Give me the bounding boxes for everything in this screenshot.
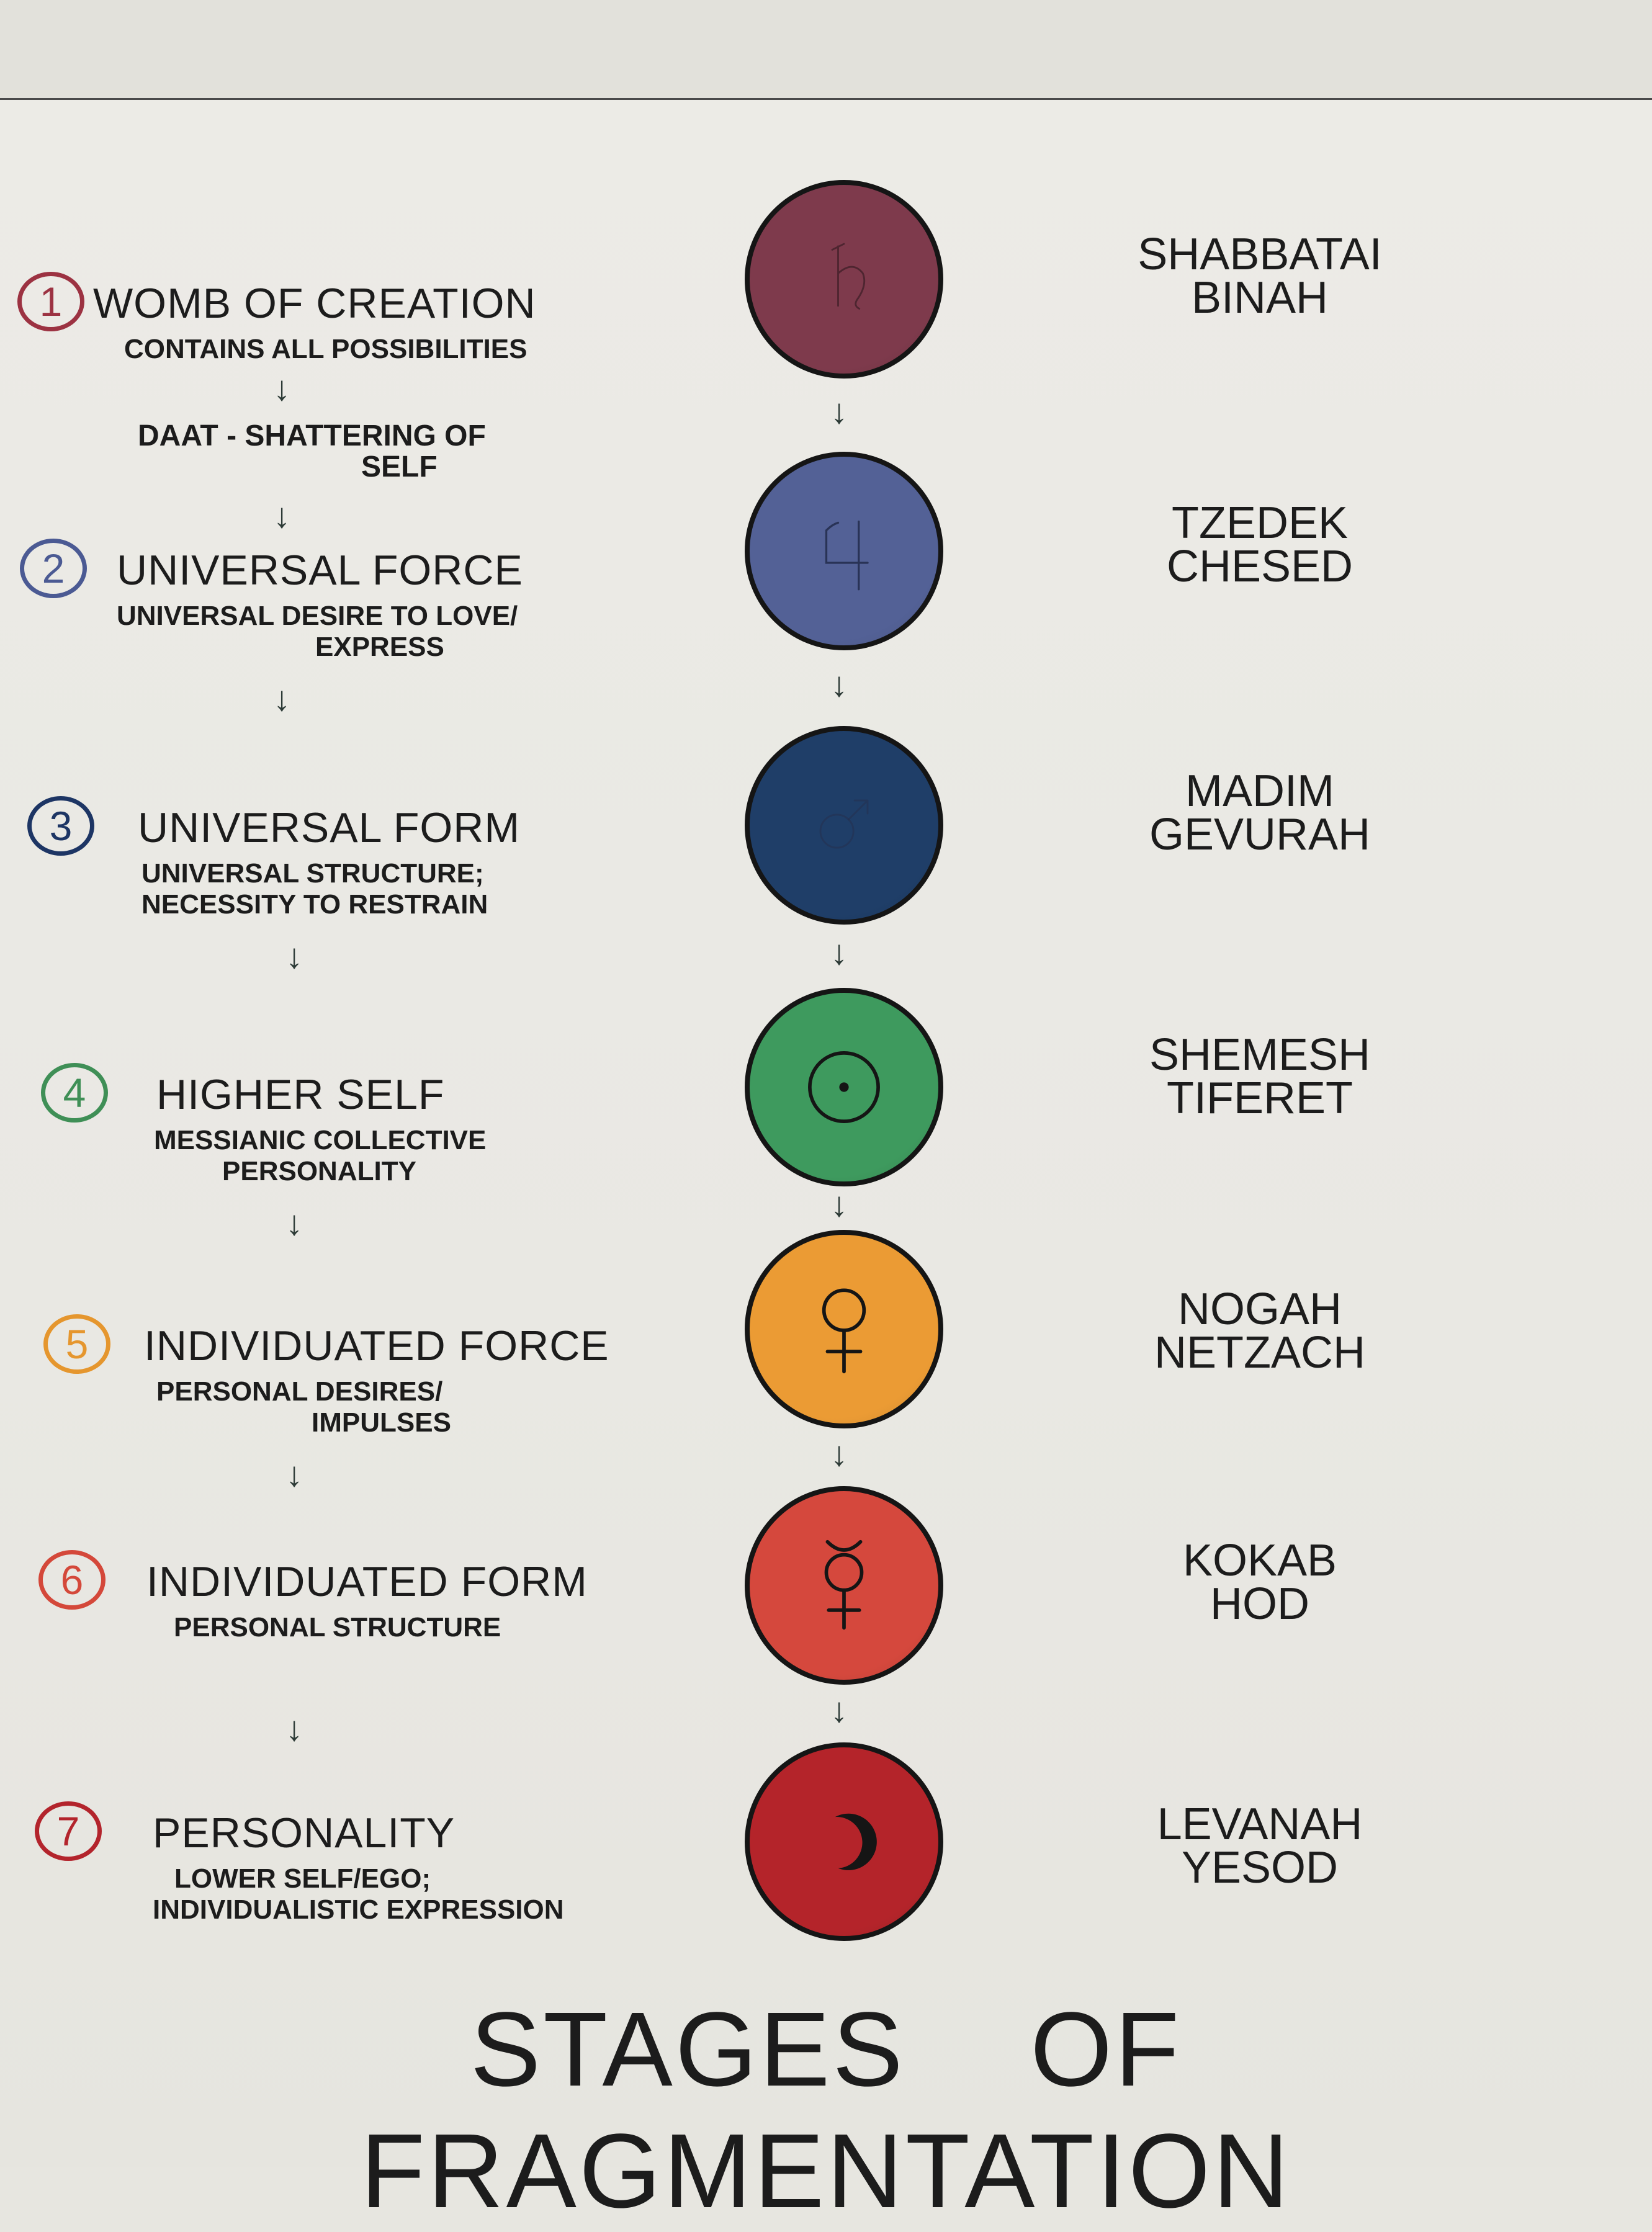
stage-description-line: PERSONAL DESIRES/: [156, 1376, 443, 1407]
planet-sephira-names: LEVANAH YESOD: [1123, 1799, 1396, 1893]
stage-description: MESSIANIC COLLECTIVE PERSONALITY: [154, 1125, 486, 1187]
saturn-icon: [831, 243, 866, 310]
stage-title: INDIVIDUATED FORCE: [144, 1322, 609, 1369]
flow-arrow-icon: ↓: [273, 369, 290, 408]
stage-number-badge: 6: [38, 1550, 105, 1610]
daat-note-line: SELF: [361, 450, 438, 483]
stage-number-badge: 7: [35, 1801, 102, 1861]
flow-arrow-icon: ↓: [830, 933, 848, 972]
sephira-sphere: [745, 1230, 943, 1428]
flow-arrow-icon: ↓: [830, 1433, 848, 1473]
stage-number-badge: 4: [41, 1063, 108, 1123]
flow-arrow-icon: ↓: [285, 1203, 303, 1242]
sephira-name: BINAH: [1191, 273, 1329, 323]
sephira-sphere: [745, 726, 943, 925]
mars-icon: [819, 799, 869, 849]
mercury-icon: [824, 1540, 864, 1630]
stage-description-line: CONTAINS ALL POSSIBILITIES: [124, 334, 527, 364]
flow-arrow-icon: ↓: [830, 665, 848, 704]
sephira-name: CHESED: [1166, 542, 1353, 591]
planet-name: SHEMESH: [1149, 1030, 1371, 1080]
stage-description: UNIVERSAL STRUCTURE; NECESSITY TO RESTRAI…: [141, 858, 488, 920]
sephira-sphere: [745, 180, 943, 379]
stage-description-line: UNIVERSAL STRUCTURE;: [141, 858, 484, 889]
stage-number-badge: 2: [20, 539, 87, 598]
stage-description: LOWER SELF/EGO; INDIVIDUALISTIC EXPRESSIO…: [153, 1863, 564, 1925]
stage-description-line: MESSIANIC COLLECTIVE: [154, 1125, 487, 1155]
sephira-name: GEVURAH: [1149, 810, 1371, 859]
flow-arrow-icon: ↓: [285, 936, 303, 975]
stage-title: INDIVIDUATED FORM: [146, 1558, 588, 1605]
sephira-name: NETZACH: [1154, 1328, 1365, 1378]
stage-title: WOMB OF CREATION: [93, 280, 536, 327]
stage-title: UNIVERSAL FORM: [138, 804, 521, 851]
stage-description-line: PERSONAL STRUCTURE: [174, 1612, 501, 1643]
sephira-name: TIFERET: [1167, 1073, 1353, 1123]
planet-name: LEVANAH: [1157, 1799, 1363, 1849]
flow-arrow-icon: ↓: [285, 1454, 303, 1494]
stage-number-badge: 1: [17, 272, 84, 331]
stage-description-line: LOWER SELF/EGO;: [174, 1863, 431, 1894]
moon-icon: [835, 1813, 877, 1870]
planet-sephira-names: KOKAB HOD: [1123, 1536, 1396, 1629]
sephira-name: YESOD: [1181, 1843, 1339, 1893]
daat-note-line: DAAT - SHATTERING OF: [138, 419, 486, 452]
stage-description-line: UNIVERSAL DESIRE TO LOVE/: [117, 601, 518, 631]
stage-number-badge: 5: [43, 1314, 110, 1374]
flow-arrow-icon: ↓: [273, 679, 290, 718]
planet-name: MADIM: [1185, 766, 1334, 816]
planet-sephira-names: SHABBATAI BINAH: [1123, 230, 1396, 323]
sephira-sphere: [745, 1486, 943, 1685]
paper-top-edge: [0, 0, 1652, 100]
stage-title: HIGHER SELF: [156, 1071, 445, 1118]
sephira-sphere: [745, 1742, 943, 1941]
jupiter-icon: [825, 520, 869, 591]
sephira-sphere: [745, 452, 943, 650]
stage-number-badge: 3: [27, 796, 94, 856]
stage-description: PERSONAL STRUCTURE: [174, 1612, 501, 1643]
stage-title: PERSONALITY: [153, 1809, 456, 1857]
stage-description-line: PERSONALITY: [222, 1156, 416, 1186]
stage-title: UNIVERSAL FORCE: [117, 547, 523, 594]
planet-name: KOKAB: [1182, 1536, 1337, 1585]
planet-name: NOGAH: [1177, 1284, 1342, 1334]
flow-arrow-icon: ↓: [830, 1690, 848, 1729]
flow-arrow-icon: ↓: [830, 392, 848, 431]
stage-description-line: IMPULSES: [312, 1407, 451, 1438]
sephira-sphere: [745, 988, 943, 1186]
planet-sephira-names: TZEDEK CHESED: [1123, 498, 1396, 591]
planet-sephira-names: SHEMESH TIFERET: [1123, 1030, 1396, 1123]
flow-arrow-icon: ↓: [273, 496, 290, 535]
planet-name: TZEDEK: [1171, 498, 1349, 548]
stage-description-line: NECESSITY TO RESTRAIN: [141, 889, 488, 920]
sephira-name: HOD: [1210, 1579, 1309, 1629]
stage-description: UNIVERSAL DESIRE TO LOVE/EXPRESS: [117, 601, 518, 663]
diagram-title: STAGES OF FRAGMENTATION: [360, 1991, 1292, 2230]
flow-arrow-icon: ↓: [830, 1185, 848, 1224]
flow-arrow-icon: ↓: [285, 1709, 303, 1748]
stage-description: PERSONAL DESIRES/IMPULSES: [156, 1376, 451, 1438]
daat-note: DAAT - SHATTERING OF SELF: [138, 421, 486, 483]
planet-name: SHABBATAI: [1138, 230, 1382, 279]
venus-icon: [822, 1288, 866, 1374]
stage-description: CONTAINS ALL POSSIBILITIES: [124, 334, 527, 365]
stage-description-line: EXPRESS: [315, 632, 444, 662]
planet-sephira-names: MADIM GEVURAH: [1123, 766, 1396, 859]
sun-icon: [808, 1051, 880, 1123]
planet-sephira-names: NOGAH NETZACH: [1123, 1284, 1396, 1378]
stage-description-line: INDIVIDUALISTIC EXPRESSION: [153, 1894, 564, 1925]
